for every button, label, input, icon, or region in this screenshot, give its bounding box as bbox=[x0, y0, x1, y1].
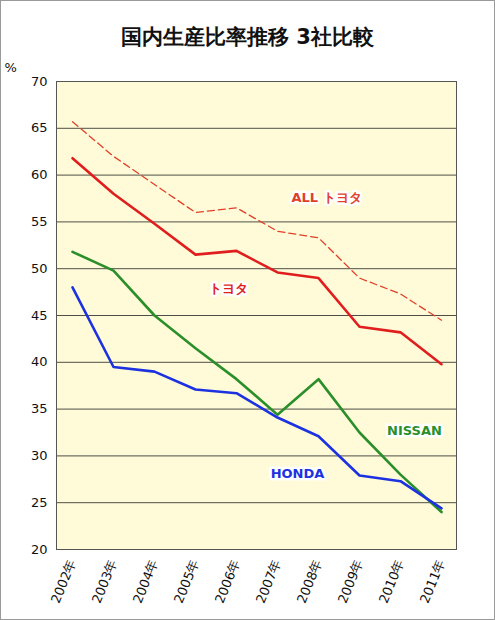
svg-text:50: 50 bbox=[31, 261, 48, 276]
svg-text:65: 65 bbox=[31, 120, 48, 135]
svg-text:55: 55 bbox=[31, 214, 48, 229]
svg-text:2004年: 2004年 bbox=[130, 557, 161, 605]
svg-text:2011年: 2011年 bbox=[417, 557, 448, 605]
svg-text:35: 35 bbox=[31, 401, 48, 416]
svg-text:60: 60 bbox=[31, 167, 48, 182]
svg-text:2009年: 2009年 bbox=[335, 557, 366, 605]
svg-text:2010年: 2010年 bbox=[376, 557, 407, 605]
svg-text:25: 25 bbox=[31, 495, 48, 510]
svg-text:2006年: 2006年 bbox=[212, 557, 243, 605]
svg-text:2005年: 2005年 bbox=[171, 557, 202, 605]
svg-text:ALL トヨタ: ALL トヨタ bbox=[291, 190, 361, 205]
svg-text:HONDA: HONDA bbox=[271, 466, 325, 481]
svg-text:40: 40 bbox=[31, 354, 48, 369]
svg-text:NISSAN: NISSAN bbox=[387, 423, 442, 438]
svg-text:2007年: 2007年 bbox=[253, 557, 284, 605]
svg-text:%: % bbox=[5, 60, 17, 75]
svg-text:2003年: 2003年 bbox=[89, 557, 120, 605]
svg-text:20: 20 bbox=[31, 542, 48, 557]
svg-text:30: 30 bbox=[31, 448, 48, 463]
svg-text:70: 70 bbox=[31, 74, 48, 89]
html-text:国内生産比率推移 3社比較: 国内生産比率推移 3社比較 bbox=[121, 25, 374, 49]
svg-text:2002年: 2002年 bbox=[48, 557, 79, 605]
svg-text:45: 45 bbox=[31, 308, 48, 323]
svg-text:トヨタ: トヨタ bbox=[209, 281, 248, 296]
svg-text:2008年: 2008年 bbox=[294, 557, 325, 605]
